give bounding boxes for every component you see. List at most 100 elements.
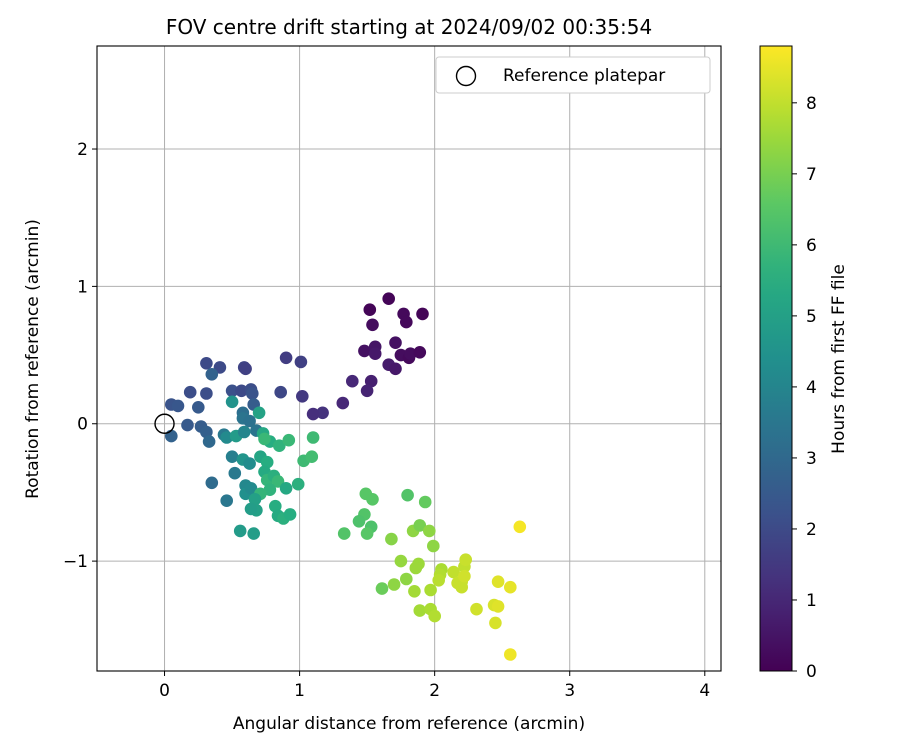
colorbar-ticks: 0 1 2 3 4 5 6 7 8 [792, 94, 817, 682]
data-point [200, 387, 213, 400]
data-point [336, 396, 350, 410]
data-point [263, 483, 277, 497]
data-point [228, 466, 242, 480]
data-point [387, 578, 401, 591]
data-point [458, 569, 471, 583]
data-point [246, 387, 259, 400]
data-point [283, 508, 297, 521]
colorbar-tick-label: 4 [806, 378, 817, 398]
data-point [305, 450, 319, 464]
legend-entry-reference: Reference platepar [503, 66, 665, 86]
data-point [413, 604, 427, 617]
x-tick-label: 3 [564, 681, 575, 701]
data-point [447, 565, 460, 579]
data-point [394, 554, 408, 568]
colorbar-tick-label: 8 [806, 94, 817, 114]
data-point [273, 439, 286, 453]
y-axis-label: Rotation from reference (arcmin) [23, 219, 43, 499]
data-points [165, 292, 527, 661]
data-point [455, 580, 469, 594]
data-point [225, 395, 239, 409]
y-tick-label: 1 [77, 277, 88, 297]
data-point [423, 524, 436, 538]
data-point [413, 346, 427, 359]
data-point [470, 602, 483, 616]
data-point [252, 406, 266, 420]
y-axis-ticks: −1 0 1 2 [63, 140, 97, 572]
data-point [274, 385, 288, 399]
data-point [220, 431, 233, 444]
colorbar-tick-label: 1 [806, 591, 817, 611]
data-point [352, 515, 366, 528]
plot-frame [96, 45, 722, 672]
colorbar-tick-label: 2 [806, 520, 817, 540]
data-point [424, 583, 437, 597]
colorbar-label: Hours from first FF file [829, 264, 849, 454]
data-point [200, 357, 213, 370]
data-point [385, 532, 398, 546]
data-point [244, 502, 258, 516]
data-point [260, 455, 274, 469]
legend-marker-icon [455, 65, 477, 87]
data-point [337, 527, 351, 540]
data-point [220, 494, 233, 508]
data-point [375, 582, 389, 595]
y-tick-label: −1 [63, 552, 88, 572]
data-point [192, 401, 205, 414]
data-point [205, 368, 219, 381]
legend-box [435, 56, 711, 94]
data-point [413, 519, 427, 532]
data-point [279, 351, 293, 365]
data-point [171, 399, 185, 413]
data-point [404, 347, 417, 361]
data-point [432, 574, 446, 587]
data-point [237, 425, 251, 439]
data-point [409, 561, 423, 575]
data-point [366, 493, 379, 506]
data-point [504, 648, 517, 661]
data-point [360, 527, 374, 540]
reference-marker-group [154, 413, 175, 434]
x-axis-ticks: 0 1 2 3 4 [159, 671, 710, 701]
y-tick-label: 2 [77, 140, 88, 160]
data-point [389, 362, 402, 376]
x-tick-label: 1 [294, 681, 305, 701]
data-point [239, 362, 252, 376]
data-point [200, 425, 213, 439]
data-point [358, 344, 371, 358]
data-point [202, 435, 216, 448]
data-point [346, 374, 359, 388]
data-point [513, 520, 527, 534]
data-point [235, 384, 248, 398]
data-point [306, 431, 320, 444]
x-axis-label: Angular distance from reference (arcmin) [233, 714, 585, 734]
chart-title: FOV centre drift starting at 2024/09/02 … [166, 15, 652, 39]
data-point [364, 374, 378, 388]
data-point [258, 432, 271, 446]
colorbar [759, 45, 793, 672]
data-point [368, 347, 382, 361]
data-point [504, 580, 517, 594]
data-point [400, 572, 413, 586]
data-point [181, 418, 194, 432]
data-point [459, 553, 473, 566]
data-point [205, 476, 219, 490]
data-point [491, 600, 505, 613]
data-point [316, 406, 329, 420]
x-tick-label: 0 [159, 681, 170, 701]
data-point [225, 384, 239, 398]
data-point [360, 384, 374, 398]
data-point [294, 355, 308, 369]
x-tick-label: 4 [699, 681, 710, 701]
data-point [389, 336, 402, 350]
data-point [296, 390, 309, 403]
data-point [165, 429, 178, 443]
colorbar-tick-label: 6 [806, 236, 817, 256]
data-point [416, 307, 429, 321]
data-point [489, 616, 502, 630]
data-point [400, 315, 413, 329]
data-point [491, 575, 505, 588]
data-point [291, 477, 305, 491]
data-point [418, 495, 432, 509]
data-point [401, 488, 414, 502]
